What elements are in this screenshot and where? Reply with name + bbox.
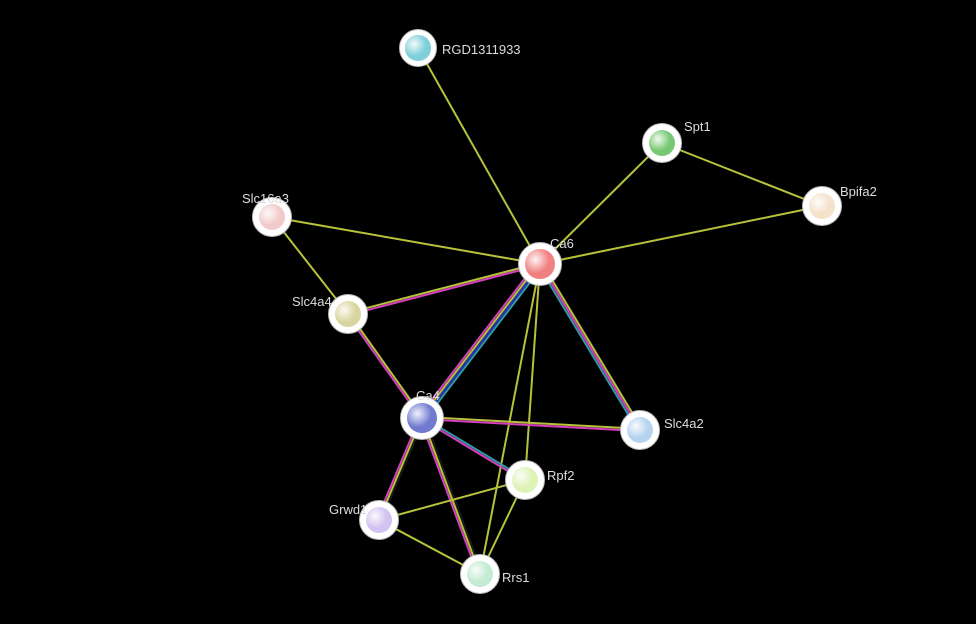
edge-Ca6-Rrs1 [480, 264, 540, 574]
edge-Ca4-Rrs1 [420, 419, 478, 575]
node-fill-Slc4a2 [627, 417, 654, 444]
node-fill-Spt1 [649, 130, 676, 157]
edge-Slc16a3-Ca6 [272, 217, 540, 264]
node-fill-Slc4a4 [335, 301, 362, 328]
edge-Ca6-Ca4 [419, 262, 537, 416]
edges-layer [0, 0, 976, 624]
node-Slc4a2[interactable] [620, 410, 660, 450]
edge-Spt1-Bpifa2 [662, 143, 822, 206]
node-Rpf2[interactable] [505, 460, 545, 500]
edge-RGD1311933-Ca6 [418, 48, 540, 264]
node-fill-Rpf2 [512, 467, 539, 494]
network-canvas: RGD1311933Spt1Bpifa2Slc16a3Ca6Slc4a4Ca4S… [0, 0, 976, 624]
edge-Bpifa2-Ca6 [540, 206, 822, 264]
node-fill-Slc16a3 [259, 204, 286, 231]
edge-Ca6-Slc4a2 [538, 265, 638, 431]
node-fill-Bpifa2 [809, 193, 836, 220]
node-fill-Rrs1 [467, 561, 494, 588]
edge-Ca6-Slc4a2 [542, 263, 642, 429]
node-Spt1[interactable] [642, 123, 682, 163]
node-fill-Ca6 [525, 249, 554, 278]
node-Ca4[interactable] [400, 396, 444, 440]
node-Bpifa2[interactable] [802, 186, 842, 226]
edge-Slc4a4-Ca6 [348, 263, 540, 313]
node-Ca6[interactable] [518, 242, 562, 286]
edge-Ca4-Slc4a2 [422, 417, 640, 429]
node-Slc16a3[interactable] [252, 197, 292, 237]
edge-Ca6-Slc4a2 [540, 264, 640, 430]
node-Rrs1[interactable] [460, 554, 500, 594]
edge-Ca6-Rpf2 [525, 264, 540, 480]
edge-Ca4-Rrs1 [422, 418, 480, 574]
node-fill-Ca4 [407, 403, 436, 432]
edge-Rpf2-Grwd1 [379, 480, 525, 520]
edge-Spt1-Ca6 [540, 143, 662, 264]
node-fill-Grwd1 [366, 507, 393, 534]
node-RGD1311933[interactable] [399, 29, 437, 67]
edge-Ca4-Slc4a2 [422, 419, 640, 431]
node-fill-RGD1311933 [405, 35, 430, 60]
node-Grwd1[interactable] [359, 500, 399, 540]
edge-Ca6-Ca4 [421, 263, 539, 417]
node-Slc4a4[interactable] [328, 294, 368, 334]
